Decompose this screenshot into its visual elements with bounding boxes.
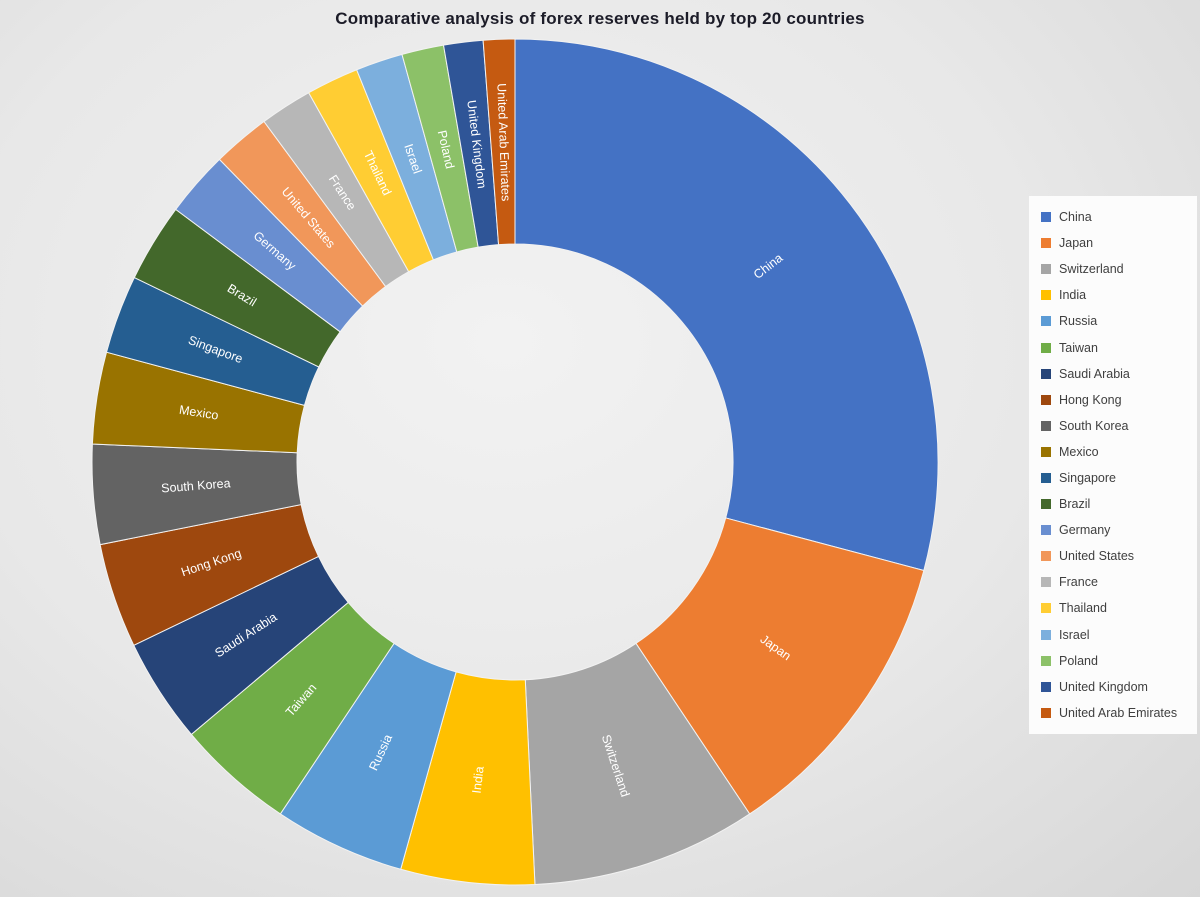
- legend-label: United Kingdom: [1059, 679, 1148, 694]
- legend-swatch: [1041, 446, 1051, 457]
- legend-label: France: [1059, 575, 1098, 590]
- donut-slice-united-arab-emirates: [482, 38, 516, 246]
- legend-label: Switzerland: [1059, 262, 1124, 277]
- legend-swatch: [1041, 629, 1051, 640]
- legend-item-mexico: Mexico: [1041, 439, 1193, 465]
- legend-label: Thailand: [1059, 601, 1107, 616]
- legend-label: Mexico: [1059, 444, 1099, 459]
- legend-label: Germany: [1059, 523, 1111, 538]
- legend-item-singapore: Singapore: [1041, 465, 1193, 491]
- legend-label: Hong Kong: [1059, 392, 1122, 407]
- slice-label-mexico: Mexico: [178, 403, 219, 423]
- legend-label: Russia: [1059, 314, 1098, 329]
- legend-swatch: [1041, 499, 1051, 510]
- legend-swatch: [1041, 655, 1051, 666]
- slice-label-south-korea: South Korea: [161, 476, 231, 495]
- legend-label: China: [1059, 210, 1092, 225]
- legend-swatch: [1041, 472, 1051, 483]
- legend-item-united-arab-emirates: United Arab Emirates: [1041, 700, 1193, 726]
- legend-swatch: [1041, 290, 1051, 301]
- legend-swatch: [1041, 525, 1051, 536]
- legend-item-japan: Japan: [1041, 230, 1193, 256]
- legend-label: Taiwan: [1059, 340, 1098, 355]
- legend-swatch: [1041, 394, 1051, 405]
- legend-label: United Arab Emirates: [1059, 705, 1178, 720]
- legend-item-south-korea: South Korea: [1041, 413, 1193, 439]
- legend-swatch: [1041, 316, 1051, 327]
- legend-label: Brazil: [1059, 497, 1091, 512]
- legend-swatch: [1041, 551, 1051, 562]
- legend-item-taiwan: Taiwan: [1041, 334, 1193, 360]
- legend-item-united-kingdom: United Kingdom: [1041, 674, 1193, 700]
- legend-item-china: China: [1041, 204, 1193, 230]
- legend-label: South Korea: [1059, 418, 1129, 433]
- legend-swatch: [1041, 368, 1051, 379]
- slice-label-india: India: [470, 766, 487, 795]
- legend-item-saudi-arabia: Saudi Arabia: [1041, 361, 1193, 387]
- legend-swatch: [1041, 681, 1051, 692]
- legend-swatch: [1041, 707, 1051, 718]
- legend-item-hong-kong: Hong Kong: [1041, 387, 1193, 413]
- legend-swatch: [1041, 212, 1051, 223]
- legend-swatch: [1041, 577, 1051, 588]
- legend-item-india: India: [1041, 282, 1193, 308]
- chart-legend: China Japan Switzerland India Russia Taiwan Sa…: [1029, 196, 1197, 734]
- donut-slice-japan: [635, 517, 925, 815]
- legend-swatch: [1041, 264, 1051, 275]
- legend-item-france: France: [1041, 569, 1193, 595]
- legend-item-israel: Israel: [1041, 622, 1193, 648]
- legend-label: United States: [1059, 549, 1135, 564]
- chart-title: Comparative analysis of forex reserves h…: [335, 9, 865, 28]
- legend-swatch: [1041, 238, 1051, 249]
- legend-item-switzerland: Switzerland: [1041, 256, 1193, 282]
- legend-label: Poland: [1059, 653, 1098, 668]
- legend-swatch: [1041, 420, 1051, 431]
- donut-slice-china: [514, 38, 939, 572]
- legend-label: India: [1059, 288, 1087, 303]
- legend-label: Saudi Arabia: [1059, 366, 1130, 381]
- legend-item-poland: Poland: [1041, 648, 1193, 674]
- legend-swatch: [1041, 603, 1051, 614]
- legend-item-thailand: Thailand: [1041, 595, 1193, 621]
- legend-item-united-states: United States: [1041, 543, 1193, 569]
- legend-item-brazil: Brazil: [1041, 491, 1193, 517]
- legend-label: Singapore: [1059, 470, 1116, 485]
- slice-label-united-arab-emirates: United Arab Emirates: [494, 83, 513, 202]
- legend-item-germany: Germany: [1041, 517, 1193, 543]
- legend-label: Israel: [1059, 627, 1090, 642]
- legend-swatch: [1041, 342, 1051, 353]
- legend-label: Japan: [1059, 236, 1094, 251]
- legend-item-russia: Russia: [1041, 308, 1193, 334]
